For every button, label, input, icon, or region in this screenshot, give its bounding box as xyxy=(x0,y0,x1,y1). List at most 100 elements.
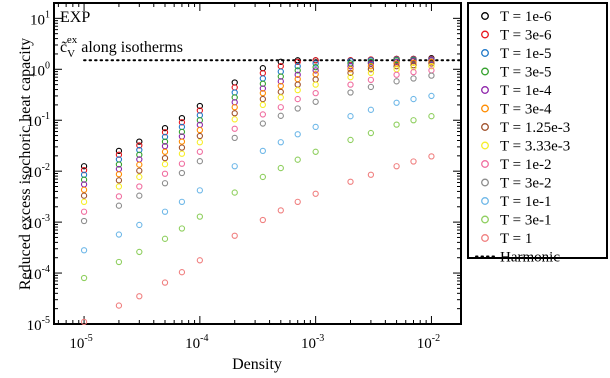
legend-label-harmonic: Harmonic xyxy=(500,250,560,266)
legend-marker xyxy=(481,86,489,94)
data-point xyxy=(161,180,169,187)
data-point xyxy=(367,106,375,113)
legend-label: T = 1.25e-3 xyxy=(500,120,570,136)
data-point xyxy=(347,136,354,144)
data-point xyxy=(178,169,186,177)
data-point xyxy=(196,102,204,110)
data-point xyxy=(178,160,186,167)
y-axis-label: Reduced excess isochoric heat capacity xyxy=(17,38,34,290)
data-point xyxy=(178,225,186,232)
legend-marker xyxy=(481,178,489,187)
legend: T = 1e-6 T = 3e-6 T = 1e-5 T = 3e-5 T = 1e-4… xyxy=(467,2,608,266)
data-point xyxy=(178,144,186,151)
y-tick-label: 10-5 xyxy=(27,315,50,334)
data-point xyxy=(259,89,267,97)
data-point xyxy=(410,68,417,76)
data-point xyxy=(136,183,143,190)
y-tick-label: 101 xyxy=(30,9,50,28)
legend-marker xyxy=(481,197,489,205)
annotation-subscript: V xyxy=(67,48,75,60)
data-point xyxy=(393,71,400,78)
data-point xyxy=(294,198,301,205)
data-point xyxy=(161,138,169,145)
series-12 xyxy=(80,153,435,326)
legend-label: T = 1e-4 xyxy=(500,83,552,99)
data-point xyxy=(115,171,123,178)
x-tick-label: 10-2 xyxy=(417,333,440,352)
data-point xyxy=(161,170,169,177)
data-point xyxy=(347,66,354,73)
data-point xyxy=(393,121,400,128)
legend-marker xyxy=(481,123,489,131)
series-10 xyxy=(80,92,435,254)
data-point xyxy=(136,142,143,149)
data-point xyxy=(115,177,123,184)
legend-marker xyxy=(481,141,489,150)
legend-marker xyxy=(481,215,489,224)
data-point xyxy=(259,120,267,127)
data-point xyxy=(410,59,417,66)
data-point xyxy=(294,58,301,65)
data-point xyxy=(312,98,319,105)
y-tick-label: 10-4 xyxy=(27,264,50,283)
data-point xyxy=(231,125,238,132)
data-point xyxy=(277,104,284,111)
y-axis-ticks: 10-5 10-4 10-3 10-2 10-1 100 101 xyxy=(27,2,461,334)
data-point xyxy=(367,63,375,70)
data-point xyxy=(277,94,284,101)
data-point xyxy=(393,78,400,85)
data-point xyxy=(178,119,186,126)
data-point xyxy=(259,147,267,155)
x-axis-label: Density xyxy=(232,356,282,373)
data-point xyxy=(347,69,354,77)
data-point xyxy=(136,192,143,199)
data-point xyxy=(80,163,88,170)
data-point xyxy=(312,81,319,88)
data-point xyxy=(347,178,354,185)
data-point xyxy=(161,148,169,155)
y-tick-label: 10-1 xyxy=(27,111,50,130)
data-point xyxy=(428,60,435,67)
legend-marker xyxy=(481,160,489,168)
data-point xyxy=(367,60,375,67)
data-point xyxy=(196,257,204,264)
data-point xyxy=(410,75,417,82)
data-point xyxy=(410,158,417,165)
data-point xyxy=(196,139,204,146)
data-point xyxy=(428,153,435,160)
data-point xyxy=(312,60,319,67)
data-point xyxy=(136,293,143,300)
x-tick-label: 10-4 xyxy=(185,333,208,352)
data-point xyxy=(259,111,267,118)
data-point xyxy=(277,82,284,90)
annotation-isotherms: c̃Vex along isotherms xyxy=(60,34,183,60)
series-9 xyxy=(80,72,435,225)
legend-label: T = 3e-5 xyxy=(500,65,552,81)
data-point xyxy=(428,63,435,70)
data-point xyxy=(178,114,186,122)
data-point xyxy=(231,116,238,123)
data-point xyxy=(80,192,88,199)
data-point xyxy=(367,69,375,77)
data-point xyxy=(161,279,169,286)
data-point xyxy=(196,213,204,220)
legend-label: T = 3e-4 xyxy=(500,102,552,118)
data-point xyxy=(161,235,169,242)
data-point xyxy=(367,83,375,91)
data-point xyxy=(196,126,204,134)
legend-label: T = 1e-2 xyxy=(500,157,552,173)
data-point xyxy=(136,221,143,229)
data-point xyxy=(136,161,143,168)
data-point xyxy=(294,67,301,74)
data-point xyxy=(115,202,123,209)
data-point xyxy=(80,208,88,215)
data-point xyxy=(178,198,186,205)
data-point xyxy=(136,138,143,145)
data-point xyxy=(136,248,143,256)
data-point xyxy=(178,150,186,157)
legend-marker xyxy=(481,49,489,57)
y-tick-label: 10-2 xyxy=(27,162,50,181)
legend-label: T = 1e-1 xyxy=(500,194,552,210)
legend-frame xyxy=(467,2,608,259)
